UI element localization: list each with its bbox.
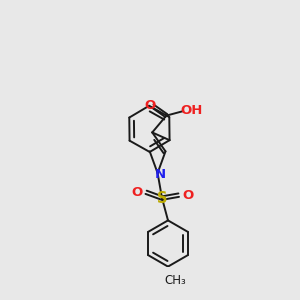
Text: OH: OH [181, 104, 203, 117]
Text: O: O [145, 99, 156, 112]
Text: O: O [131, 186, 142, 199]
Text: O: O [182, 189, 194, 202]
Text: CH₃: CH₃ [165, 274, 187, 287]
Text: S: S [157, 190, 167, 206]
Text: N: N [154, 168, 166, 181]
